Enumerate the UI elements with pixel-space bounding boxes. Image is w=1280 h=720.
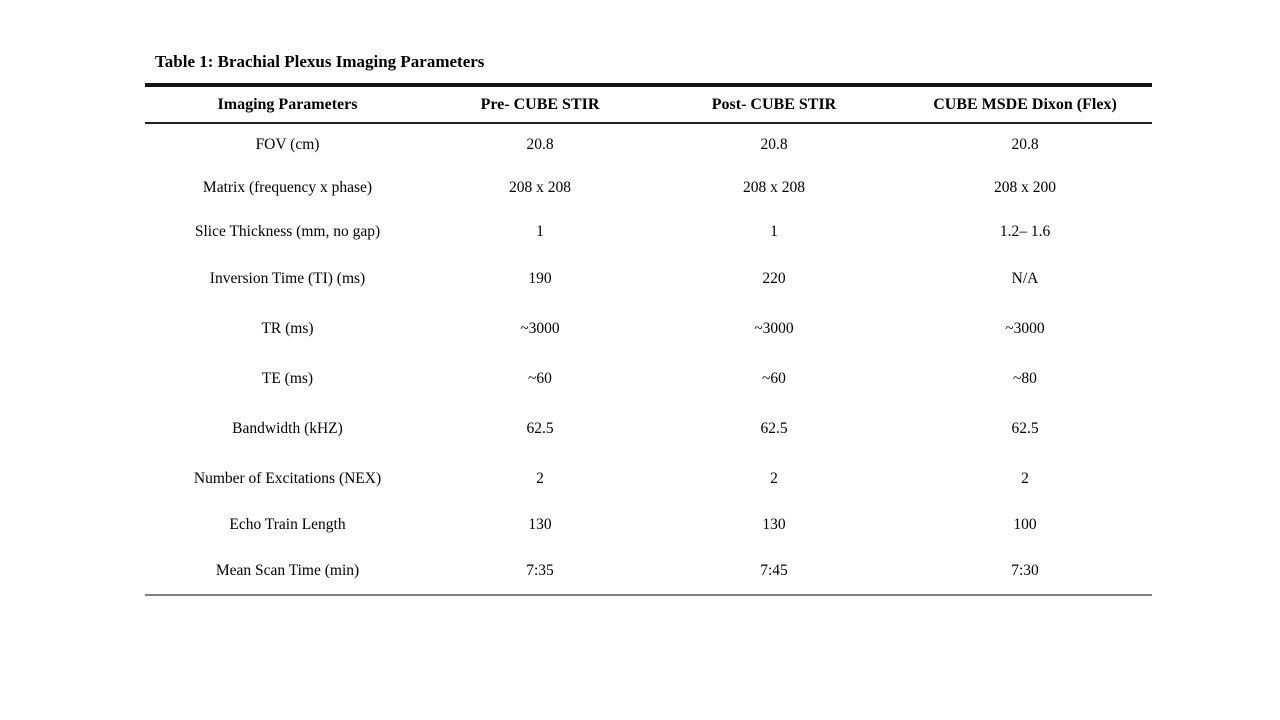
param-cell: Number of Excitations (NEX): [193, 469, 382, 487]
value-cell: 2: [1021, 469, 1029, 487]
param-cell: Bandwidth (kHZ): [232, 420, 343, 437]
table-row: Inversion Time (TI) (ms) 190 220 N/A: [145, 254, 1152, 304]
param-cell: TR (ms): [261, 320, 314, 337]
column-header-imaging-parameters: Imaging Parameters: [145, 85, 430, 124]
value-cell: 7:35: [430, 547, 650, 596]
value-cell: 7:45: [650, 547, 898, 596]
value-cell: 7:30: [898, 547, 1152, 596]
value-cell: ~3000: [520, 320, 560, 337]
value-cell: 100: [1013, 515, 1037, 533]
value-cell: 2: [536, 469, 544, 487]
value-cell: N/A: [1011, 270, 1039, 287]
value-cell: 220: [762, 270, 786, 287]
table-row: FOV (cm) 20.8 20.8 20.8: [145, 123, 1152, 166]
value-cell: ~80: [1013, 369, 1037, 387]
value-cell: 130: [528, 515, 552, 533]
value-cell: ~60: [528, 369, 552, 387]
value-cell: ~3000: [1005, 320, 1045, 337]
table-row: Slice Thickness (mm, no gap) 1 1 1.2– 1.…: [145, 209, 1152, 254]
table-row: TE (ms) ~60 ~60 ~80: [145, 354, 1152, 403]
table-row: TR (ms) ~3000 ~3000 ~3000: [145, 304, 1152, 354]
header-row: Imaging Parameters Pre- CUBE STIR Post- …: [145, 85, 1152, 124]
value-cell: 190: [528, 270, 552, 287]
column-header-cube-msde-dixon: CUBE MSDE Dixon (Flex): [898, 85, 1152, 124]
table-title: Table 1: Brachial Plexus Imaging Paramet…: [155, 52, 485, 71]
value-cell: 208 x 208: [509, 178, 571, 196]
value-cell: 1.2– 1.6: [999, 222, 1051, 240]
value-cell: 2: [770, 469, 778, 487]
value-cell: 208 x 208: [743, 178, 805, 196]
value-cell: 208 x 200: [994, 178, 1056, 196]
value-cell: 20.8: [1011, 136, 1039, 153]
param-cell: Matrix (frequency x phase): [202, 178, 373, 196]
param-cell: TE (ms): [261, 369, 314, 387]
param-cell: FOV (cm): [255, 136, 320, 153]
value-cell: ~60: [762, 369, 786, 387]
value-cell: 20.8: [760, 136, 788, 153]
param-cell: Slice Thickness (mm, no gap): [194, 222, 381, 240]
value-cell: 1: [770, 222, 778, 240]
column-header-post-cube-stir: Post- CUBE STIR: [650, 85, 898, 124]
table-row: Bandwidth (kHZ) 62.5 62.5 62.5: [145, 403, 1152, 455]
value-cell: 1: [536, 222, 544, 240]
value-cell: 20.8: [526, 136, 554, 153]
value-cell: ~3000: [754, 320, 794, 337]
value-cell: 62.5: [526, 420, 554, 437]
param-cell: Inversion Time (TI) (ms): [209, 270, 366, 287]
param-cell: Echo Train Length: [229, 515, 346, 533]
column-header-pre-cube-stir: Pre- CUBE STIR: [430, 85, 650, 124]
value-cell: 130: [762, 515, 786, 533]
table-row: Echo Train Length 130 130 100: [145, 502, 1152, 547]
imaging-parameters-table: Imaging Parameters Pre- CUBE STIR Post- …: [145, 83, 1152, 596]
table-row: Matrix (frequency x phase) 208 x 208 208…: [145, 166, 1152, 209]
value-cell: 62.5: [760, 420, 788, 437]
value-cell: 62.5: [1011, 420, 1039, 437]
param-cell: Mean Scan Time (min): [145, 547, 430, 596]
table-row: Number of Excitations (NEX) 2 2 2: [145, 455, 1152, 502]
table-row: Mean Scan Time (min) 7:35 7:45 7:30: [145, 547, 1152, 596]
